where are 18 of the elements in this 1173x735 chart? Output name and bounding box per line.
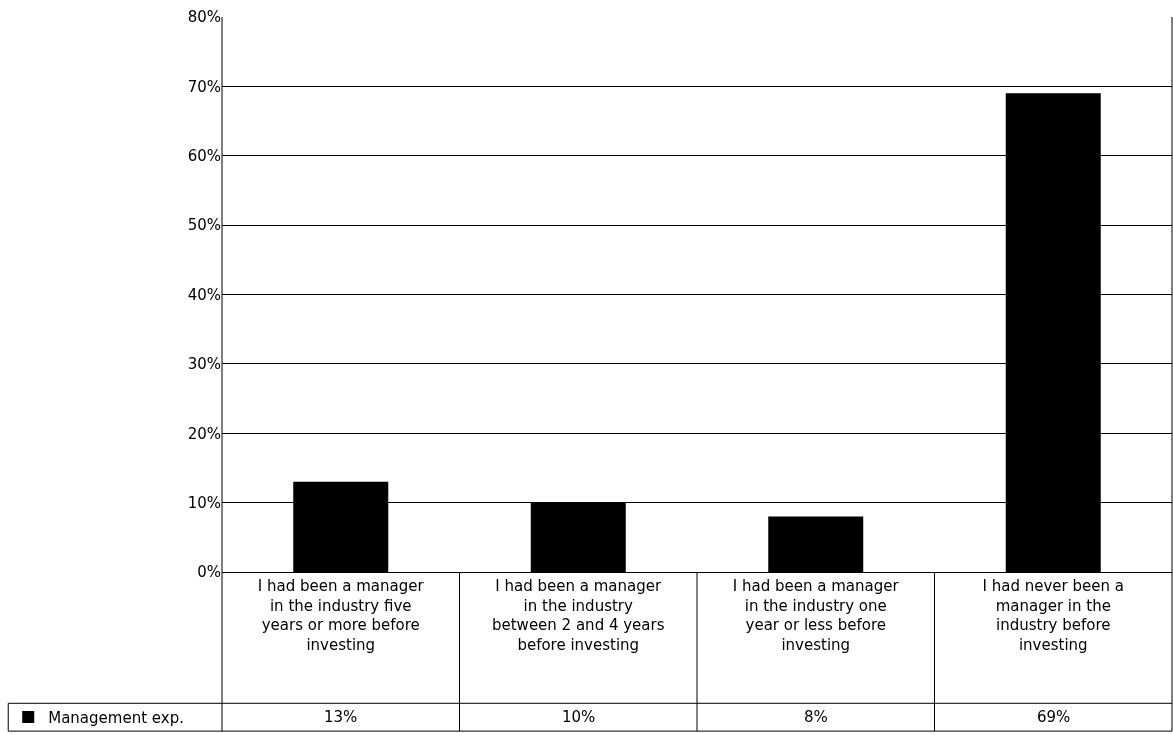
data-label: 8%	[804, 708, 828, 726]
y-tick-label: 70%	[187, 77, 221, 96]
x-tick-label: I had been a manager in the industry between 2 and 4 years before investing	[491, 577, 665, 654]
y-tick-label: 40%	[187, 285, 221, 304]
y-tick-label: 20%	[187, 424, 221, 443]
data-label: 69%	[1037, 708, 1071, 726]
y-tick-label: 10%	[187, 493, 221, 512]
x-tick-label: I had been a manager in the industry one year or less before investing	[732, 577, 900, 654]
x-tick-label: I had never been a manager in the industry before investing	[982, 577, 1124, 654]
y-tick-label: 30%	[187, 355, 221, 374]
y-tick-label: 60%	[187, 147, 221, 165]
data-label: 10%	[562, 708, 596, 726]
y-tick-label: 80%	[187, 8, 221, 27]
y-tick-label: 50%	[187, 216, 221, 235]
data-label: 13%	[324, 708, 358, 726]
legend-label: Management exp.	[48, 708, 184, 727]
x-tick-label: I had been a manager in the industry five years or more before investing	[257, 577, 425, 654]
y-tick-label: 0%	[197, 563, 221, 582]
